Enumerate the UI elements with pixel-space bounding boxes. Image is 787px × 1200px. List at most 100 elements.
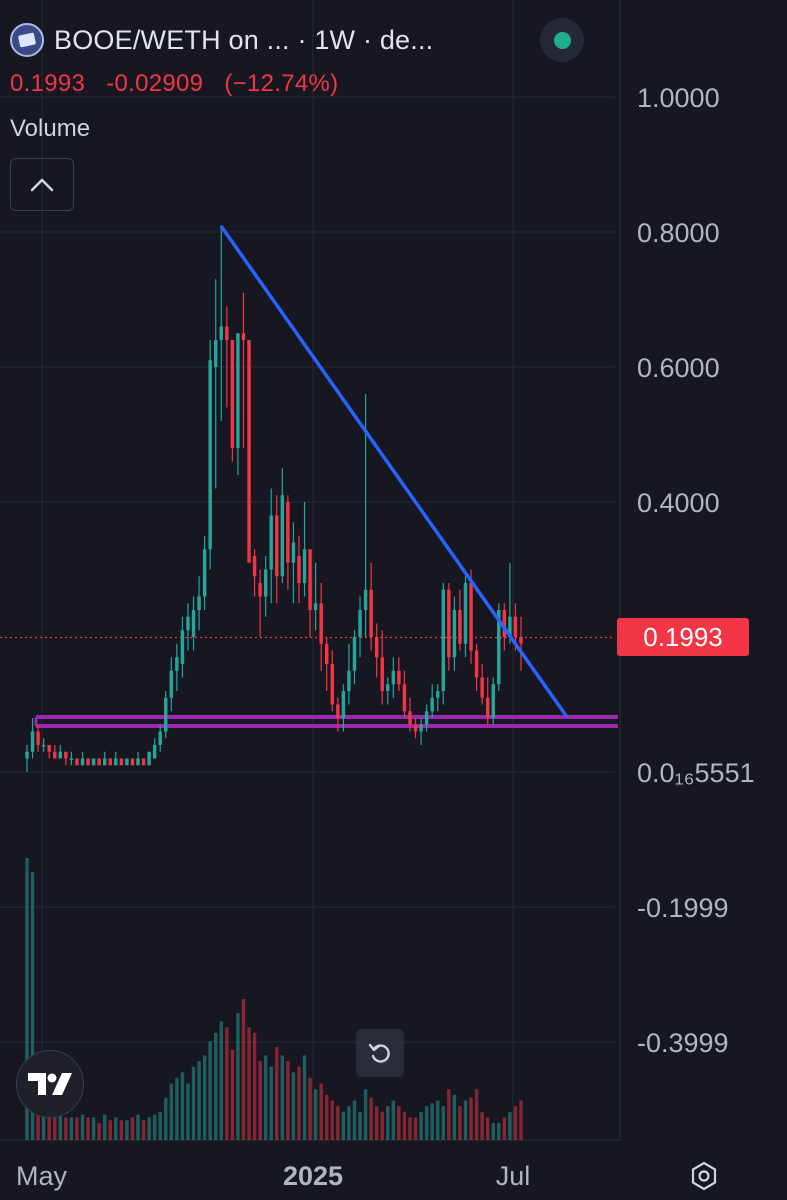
symbol-title[interactable]: BOOE/WETH on ... · 1W · de... (54, 24, 434, 55)
volume-bar (69, 1117, 74, 1140)
volume-bar (130, 1117, 135, 1140)
price-scale[interactable]: 1.0000 0.8000 0.6000 0.4000 0.0₁₆5551 -0.1999… (637, 83, 755, 1058)
price-tick-label: 0.4000 (637, 488, 720, 518)
volume-bar (191, 1066, 196, 1140)
status-dot-icon[interactable] (540, 18, 584, 62)
candle-body (36, 731, 40, 745)
volume-bar (141, 1120, 146, 1140)
candle-body (202, 549, 207, 597)
volume-bar (469, 1097, 473, 1140)
volume-bar (97, 1123, 101, 1140)
volume-bar (485, 1117, 490, 1140)
price-tick-label: 0.8000 (637, 218, 720, 248)
volume-bar (419, 1111, 423, 1140)
volume-bar (225, 1027, 229, 1140)
volume-bar (30, 872, 35, 1140)
volume-bar (308, 1077, 312, 1140)
volume-bar (358, 1111, 362, 1140)
volume-bar (236, 1013, 240, 1140)
time-scale[interactable]: May 2025 Jul (16, 1161, 530, 1191)
candle-body (452, 610, 457, 658)
volume-bar (497, 1123, 501, 1140)
volume-bar (474, 1089, 479, 1140)
tradingview-mark (28, 1073, 72, 1095)
reset-icon (368, 1043, 390, 1063)
volume-bar (330, 1100, 335, 1140)
volume-bar (463, 1100, 468, 1140)
candle-body (213, 340, 218, 367)
volume-bar (319, 1083, 323, 1140)
volume-bar (230, 1049, 235, 1140)
candle-body (363, 589, 368, 610)
candle-body (97, 758, 101, 766)
volume-bar (291, 1072, 296, 1140)
candle-body (380, 657, 384, 691)
volume-bar (369, 1097, 373, 1140)
volume-bar (519, 1100, 523, 1140)
volume-bar (458, 1106, 462, 1140)
candle-body (485, 697, 490, 718)
candle-body (47, 745, 51, 752)
price-summary: 0.1993 -0.02909 (−12.74%) (10, 70, 352, 98)
candle-body (275, 515, 279, 577)
last-price-tag: 0.1993 (617, 618, 749, 656)
candle-body (341, 691, 346, 718)
collapse-button[interactable] (10, 158, 74, 211)
chart-header: BOOE/WETH on ... · 1W · de... (10, 20, 433, 60)
volume-indicator-label[interactable]: Volume (10, 115, 91, 142)
volume-bar (36, 1106, 40, 1140)
volume-bar (91, 1117, 96, 1140)
volume-bar (352, 1100, 357, 1140)
candle-body (474, 650, 479, 678)
candle-body (180, 630, 185, 664)
candle-body (102, 758, 107, 766)
volume-bar (441, 1106, 446, 1140)
candle-body (263, 569, 268, 597)
tradingview-logo-icon[interactable] (16, 1050, 84, 1118)
candle-body (30, 731, 35, 752)
candle-body (430, 697, 434, 712)
price-tick-label: -0.3999 (637, 1028, 729, 1058)
candle-body (458, 610, 462, 644)
volume-bar (269, 1066, 273, 1140)
candle-body (191, 610, 196, 637)
candle-body (147, 751, 151, 766)
candle-body (236, 333, 240, 448)
volume-bar (252, 1032, 257, 1140)
volume-bar (164, 1097, 168, 1140)
volume-bar (336, 1106, 340, 1140)
candle-body (308, 549, 312, 610)
volume-bar (80, 1114, 85, 1140)
candle-body (302, 549, 307, 583)
candle-body (58, 751, 63, 759)
candle-body (186, 616, 190, 631)
reset-chart-button[interactable] (356, 1029, 404, 1077)
price-tick-label: 1.0000 (637, 83, 720, 113)
candle-body (297, 556, 301, 583)
candle-body (130, 758, 135, 766)
volume-bar (397, 1106, 401, 1140)
volume-bar (424, 1106, 429, 1140)
volume-bar (58, 1111, 63, 1140)
candle-body (152, 745, 157, 759)
candle-body (358, 610, 362, 637)
candle-body (291, 542, 296, 563)
candle-body (441, 589, 446, 691)
volume-bar (508, 1111, 512, 1140)
chevron-up-icon (30, 178, 54, 191)
volume-bar (158, 1111, 162, 1140)
settings-button[interactable] (686, 1158, 722, 1194)
volume-bars (25, 858, 523, 1140)
volume-bar (341, 1111, 346, 1140)
candle-body (41, 745, 46, 747)
candle-body (269, 515, 273, 570)
volume-bar (263, 1055, 268, 1140)
volume-bar (258, 1061, 262, 1140)
volume-bar (297, 1066, 301, 1140)
candles (25, 225, 523, 772)
candle-body (53, 751, 57, 759)
volume-bar (202, 1055, 207, 1140)
price-tick-label: -0.1999 (637, 893, 729, 923)
candle-body (313, 603, 318, 610)
